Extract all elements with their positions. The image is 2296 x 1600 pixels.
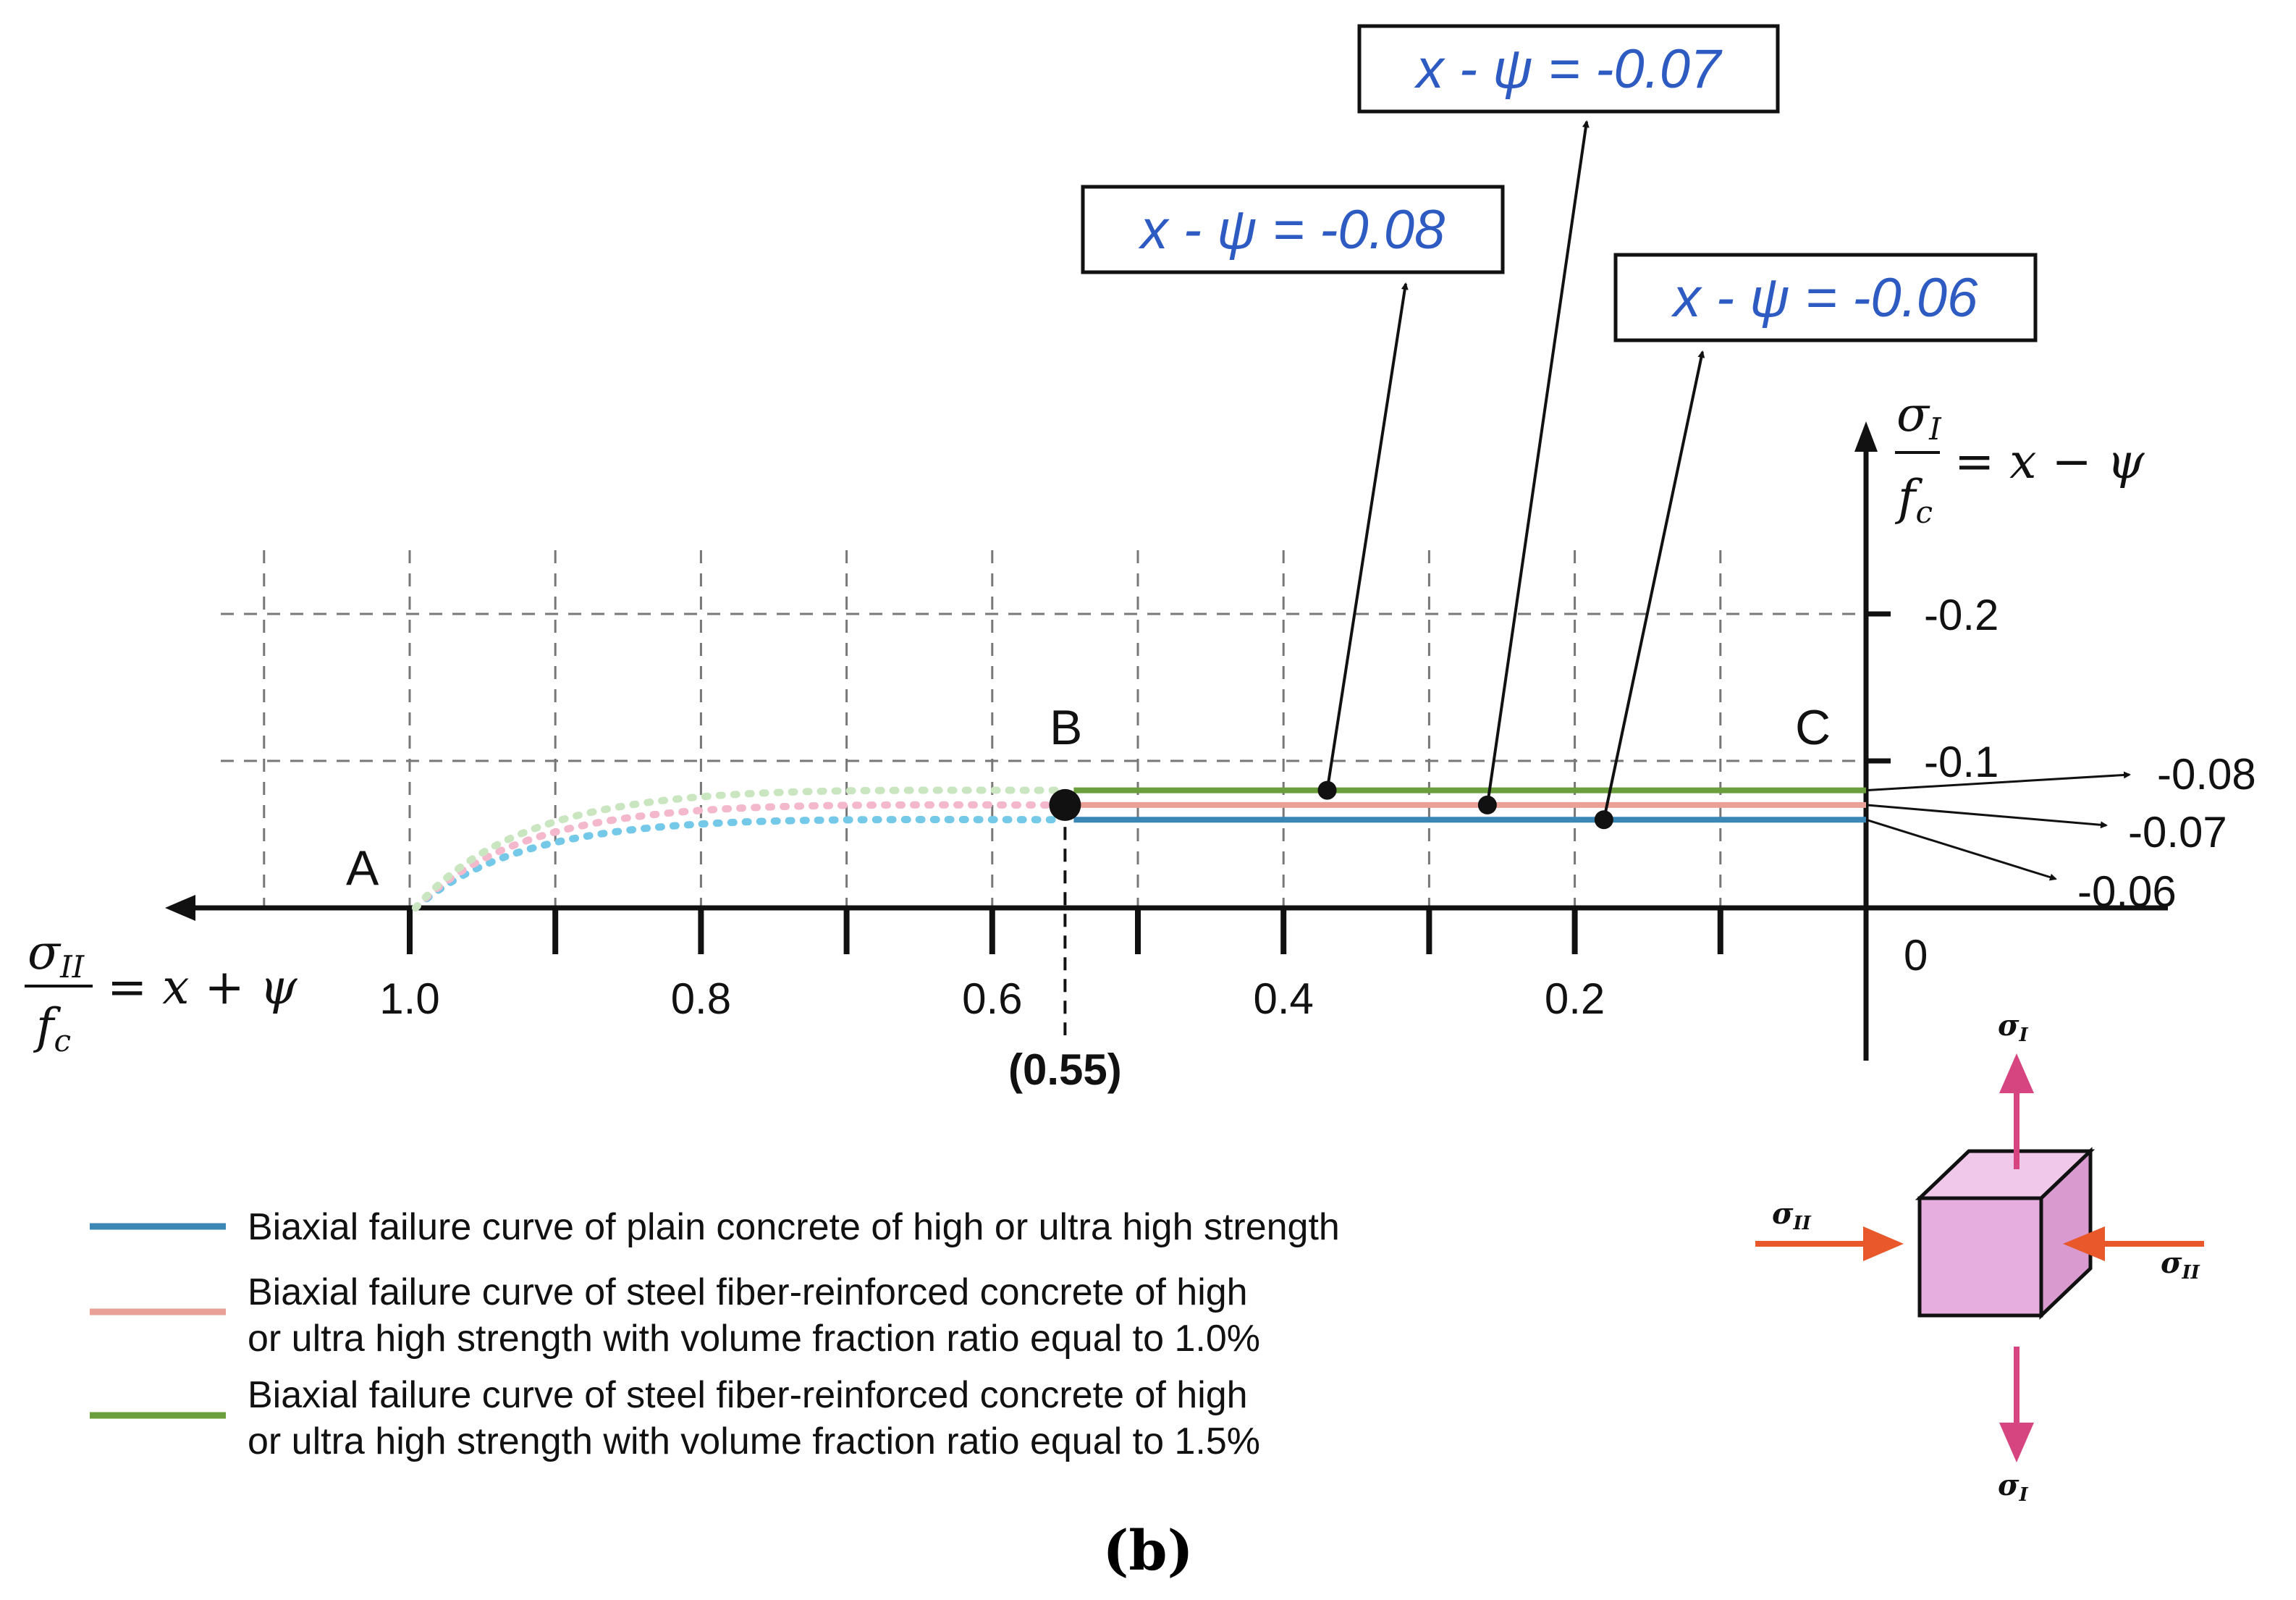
- callout-box: [1613, 253, 2038, 342]
- sigma-i-arrowhead-up: [1999, 1053, 2034, 1093]
- x-axis-label: σII fc = x + ψ: [25, 925, 298, 1058]
- x-label-num-sub: II: [59, 949, 85, 985]
- legend-label-line1: Biaxial failure curve of steel fiber-rei…: [248, 1271, 1248, 1313]
- callout-arrow: [1485, 120, 1590, 806]
- legend-label-line1: Biaxial failure curve of steel fiber-rei…: [248, 1374, 1248, 1416]
- sigma-ii-arrowhead-left: [1863, 1226, 1904, 1261]
- x-label-rhs: = x + ψ: [107, 959, 298, 1015]
- svg-text:σII: σII: [28, 925, 85, 985]
- grid: [221, 550, 1866, 908]
- sigma-ii-right-label: σII: [2161, 1246, 2200, 1284]
- series-dotted-curve: [412, 801, 1063, 911]
- y-axis-label: σI fc = x − ψ: [1894, 387, 2145, 530]
- svg-text:σI: σI: [1896, 387, 1942, 447]
- sigma-ii-arrowhead-right: [2063, 1226, 2105, 1261]
- series-dotted-curve: [412, 786, 1063, 911]
- series-end-arrow: [1865, 804, 2108, 829]
- x-tick-label: 0.8: [671, 974, 731, 1023]
- callout-box: [1357, 24, 1780, 114]
- series-end-arrow: [1865, 818, 2057, 881]
- caption-text: (b): [1102, 1518, 1193, 1583]
- callout-arrow: [1602, 350, 1705, 820]
- b-marker-label: (0.55): [1008, 1045, 1122, 1094]
- sigma-i-top-label: σI: [1998, 1009, 2029, 1046]
- stress-diagram: σI σI σII σII: [1755, 1009, 2204, 1506]
- y-label-den-sub: c: [1915, 494, 1933, 530]
- series-end-label: -0.08: [2157, 750, 2256, 799]
- svg-text:fc: fc: [33, 998, 71, 1058]
- origin-label: 0: [1904, 931, 1928, 980]
- svg-text:fc: fc: [1894, 470, 1933, 530]
- x-label-den-sub: c: [54, 1023, 71, 1058]
- y-tick-label: -0.1: [1924, 738, 1999, 786]
- callout-box: [1081, 185, 1505, 274]
- y-axis-arrowhead: [1854, 421, 1878, 452]
- series-end-arrow: [1865, 771, 2131, 792]
- cube-front-face: [1917, 1196, 2043, 1318]
- x-tick-label: 0.4: [1253, 974, 1313, 1023]
- axes: [165, 421, 2168, 1061]
- legend-label-line1: Biaxial failure curve of plain concrete …: [248, 1206, 1340, 1248]
- callout-label: x - ψ = -0.06: [1671, 267, 1978, 329]
- callout-arrow: [1325, 282, 1409, 791]
- legend: Biaxial failure curve of plain concrete …: [90, 1206, 1340, 1462]
- legend-label-line2: or ultra high strength with volume fract…: [248, 1420, 1260, 1462]
- y-label-num-sub: I: [1928, 411, 1942, 447]
- point-a-label: A: [346, 841, 379, 896]
- x-label-num: σ: [28, 925, 62, 980]
- series-end-label: -0.07: [2128, 808, 2227, 856]
- legend-label-line2: or ultra high strength with volume fract…: [248, 1318, 1260, 1360]
- series-dotted-curve: [412, 816, 1063, 911]
- callout-label: x - ψ = -0.07: [1414, 38, 1723, 100]
- point-c-label: C: [1795, 700, 1831, 755]
- y-tick-label: -0.2: [1924, 591, 1999, 639]
- y-ticks: -0.1 -0.2: [1866, 591, 1999, 786]
- y-label-rhs: = x − ψ: [1954, 434, 2145, 489]
- sigma-ii-left-label: σII: [1772, 1197, 1812, 1234]
- point-b-dot: [1049, 788, 1081, 821]
- sigma-i-bottom-label: σI: [1998, 1468, 2029, 1506]
- curves: -0.06 -0.07 -0.08: [412, 750, 2256, 916]
- callouts: x - ψ = -0.06 x - ψ = -0.07 x - ψ = -0.08: [1081, 24, 2038, 820]
- x-tick-label: 0.6: [962, 974, 1022, 1023]
- point-b-label: B: [1050, 700, 1082, 755]
- callout-label: x - ψ = -0.08: [1138, 199, 1445, 261]
- sigma-i-arrowhead-down: [1999, 1423, 2034, 1462]
- y-label-num: σ: [1896, 387, 1930, 442]
- x-axis-arrowhead: [165, 895, 195, 921]
- x-ticks: 1.0 0.8 0.6 0.4 0.2: [379, 908, 1723, 1023]
- x-tick-label: 1.0: [379, 974, 439, 1023]
- x-tick-label: 0.2: [1545, 974, 1605, 1023]
- series-end-label: -0.06: [2077, 867, 2177, 916]
